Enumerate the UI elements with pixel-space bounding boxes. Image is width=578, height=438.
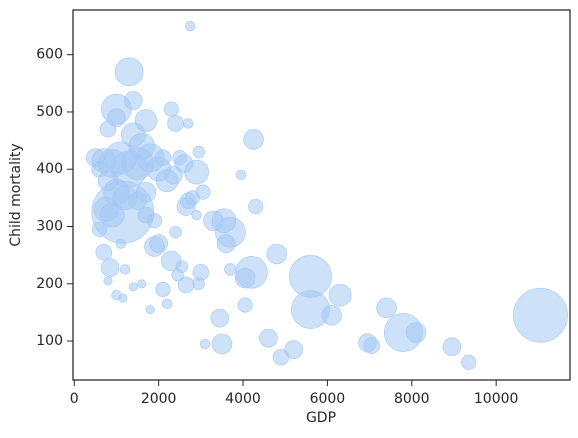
bubble xyxy=(128,282,138,292)
bubble xyxy=(103,276,113,286)
bubble xyxy=(95,243,113,261)
bubble xyxy=(114,57,144,87)
x-tick-label: 6000 xyxy=(310,391,346,407)
y-tick-label: 400 xyxy=(36,161,63,177)
x-tick-label: 4000 xyxy=(225,391,261,407)
bubble xyxy=(146,213,163,229)
bubble xyxy=(107,108,126,128)
bubble xyxy=(163,101,179,117)
y-tick-label: 300 xyxy=(36,219,63,235)
bubble xyxy=(234,267,256,289)
bubble xyxy=(182,118,194,129)
bubble xyxy=(169,225,182,239)
bubble xyxy=(237,297,253,313)
bubble xyxy=(155,281,171,298)
plot-area xyxy=(85,20,568,370)
bubble xyxy=(185,20,196,32)
bubble xyxy=(144,236,165,257)
bubble xyxy=(119,264,131,275)
bubble xyxy=(128,191,147,211)
bubble xyxy=(376,297,397,319)
bubble xyxy=(195,184,211,200)
bubble xyxy=(405,322,427,343)
bubble xyxy=(145,304,155,315)
bubble xyxy=(211,333,233,355)
bubble xyxy=(248,198,264,215)
bubble xyxy=(199,338,211,350)
x-tick-label: 10000 xyxy=(474,391,519,407)
bubble xyxy=(461,354,477,370)
bubble xyxy=(167,115,184,132)
x-tick-label: 2000 xyxy=(141,391,177,407)
bubble xyxy=(91,221,108,237)
bubble xyxy=(115,238,126,249)
bubble xyxy=(100,258,120,278)
bubble xyxy=(154,149,172,167)
bubble xyxy=(172,150,188,166)
x-tick-label: 8000 xyxy=(394,391,430,407)
bubble xyxy=(321,304,342,326)
bubble xyxy=(192,145,206,159)
bubble xyxy=(513,287,568,343)
bubble xyxy=(243,129,264,150)
bubble xyxy=(442,337,462,357)
bubble xyxy=(328,283,352,307)
bubble xyxy=(171,268,184,282)
y-axis-label: Child mortality xyxy=(8,143,24,246)
y-tick-label: 500 xyxy=(36,104,63,120)
bubble xyxy=(258,328,278,348)
bubble xyxy=(191,209,202,221)
bubble xyxy=(203,210,224,232)
bubble xyxy=(235,169,247,181)
bubble xyxy=(210,308,230,328)
y-tick-label: 600 xyxy=(36,47,63,63)
plot-frame xyxy=(72,9,571,381)
bubble xyxy=(120,122,146,148)
bubble xyxy=(123,91,143,110)
bubble xyxy=(118,293,128,303)
bubble xyxy=(216,234,236,254)
x-axis-label: GDP xyxy=(306,410,336,426)
x-tick-label: 0 xyxy=(70,391,79,407)
bubble xyxy=(266,243,288,265)
bubble xyxy=(192,277,206,291)
y-tick-label: 200 xyxy=(36,276,63,292)
bubble xyxy=(179,192,197,210)
bubble xyxy=(137,279,147,289)
bubble xyxy=(161,298,173,310)
bubble xyxy=(224,263,237,276)
bubble xyxy=(272,348,290,366)
bubble xyxy=(363,337,381,354)
y-tick-label: 100 xyxy=(36,333,63,349)
